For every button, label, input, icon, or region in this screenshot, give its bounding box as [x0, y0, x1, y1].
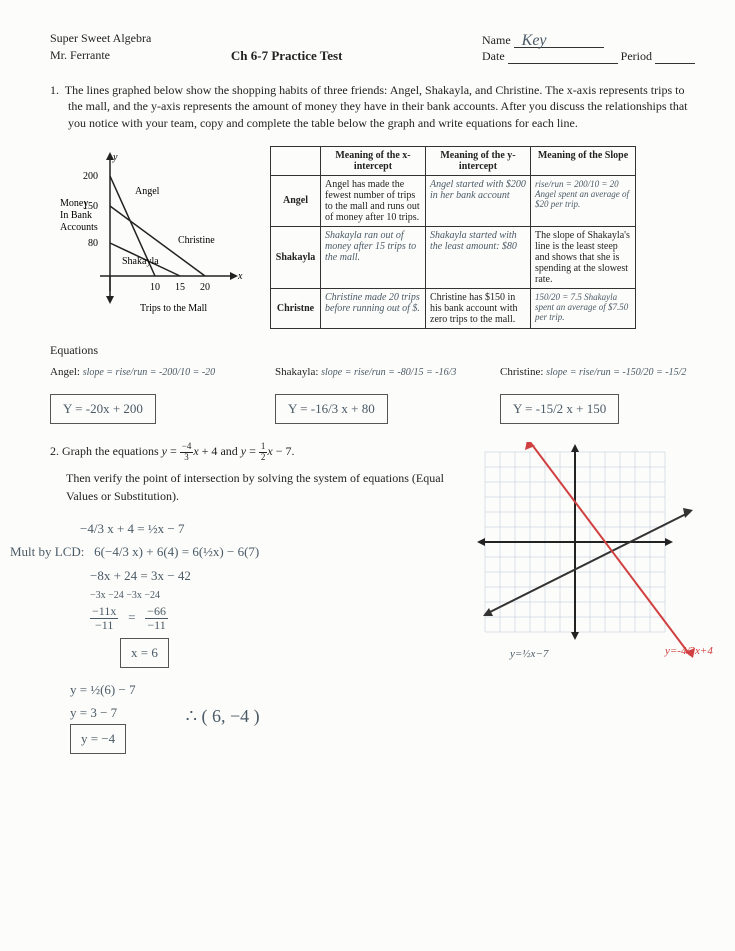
shakayla-xint: Shakayla ran out of money after 15 trips…: [321, 226, 426, 288]
angel-yint: Angel started with $200 in her bank acco…: [426, 175, 531, 226]
christine-yint: Christine has $150 in his bank account w…: [426, 288, 531, 328]
svg-text:Christine: Christine: [178, 235, 215, 246]
period-label: Period: [621, 49, 652, 63]
equations-boxed-row: Y = -20x + 200 Y = -16/3 x + 80 Y = -15/…: [50, 386, 695, 424]
row-name: Angel: [271, 175, 321, 226]
q1-content-row: 200 150 80 10 15 20 Angel Christine Shak…: [50, 146, 695, 329]
answer: ∴ ( 6, −4 ): [186, 700, 260, 732]
angel-equation: Y = -20x + 200: [50, 394, 156, 424]
q2-number: 2.: [50, 444, 59, 458]
work-line3b: −3x −24 −3x −24: [50, 587, 463, 605]
row-christine: Christne Christine made 20 trips before …: [271, 288, 636, 328]
svg-text:y=½x−7: y=½x−7: [509, 648, 549, 660]
q2-work: −4/3 x + 4 = ½x − 7 Mult by LCD: 6(−4/3 …: [50, 517, 463, 754]
date-blank: [508, 48, 618, 64]
worksheet-page: Super Sweet Algebra Mr. Ferrante Ch 6-7 …: [0, 0, 735, 951]
sub1: y = ½(6) − 7: [70, 678, 136, 701]
worksheet-title: Ch 6-7 Practice Test: [91, 48, 482, 64]
question-2: 2. Graph the equations y = −43x + 4 and …: [50, 442, 695, 754]
q1-graph: 200 150 80 10 15 20 Angel Christine Shak…: [50, 146, 250, 326]
header: Super Sweet Algebra Mr. Ferrante Ch 6-7 …: [50, 30, 695, 64]
equations-work-row: Angel: slope = rise/run = -200/10 = -20 …: [50, 366, 695, 378]
lcd-label: Mult by LCD:: [10, 544, 84, 559]
col-slope: Meaning of the Slope: [531, 146, 636, 175]
svg-text:y: y: [112, 152, 118, 163]
christine-slope: 150/20 = 7.5 Shakayla spent an average o…: [531, 288, 636, 328]
q1-text: The lines graphed below show the shoppin…: [65, 83, 688, 131]
svg-text:Money: Money: [60, 198, 88, 209]
name-label: Name: [482, 33, 511, 47]
table-header-row: Meaning of the x-intercept Meaning of th…: [271, 146, 636, 175]
svg-text:15: 15: [175, 282, 185, 293]
angel-xint: Angel has made the fewest number of trip…: [321, 175, 426, 226]
eq-shakayla: Shakayla: slope = rise/run = -80/15 = -1…: [275, 366, 470, 378]
svg-text:y=-4/3x+4: y=-4/3x+4: [664, 645, 713, 657]
q2-prompt-b: Then verify the point of intersection by…: [50, 469, 463, 505]
q1-number: 1.: [50, 83, 59, 97]
christine-equation: Y = -15/2 x + 150: [500, 394, 619, 424]
boxed-x: x = 6: [120, 638, 169, 667]
sub3: y = −4: [70, 724, 126, 753]
row-shakayla: Shakayla Shakayla ran out of money after…: [271, 226, 636, 288]
eq-christine: Christine: slope = rise/run = -150/20 = …: [500, 366, 695, 378]
svg-text:200: 200: [83, 171, 98, 182]
svg-text:In Bank: In Bank: [60, 210, 92, 221]
meaning-table: Meaning of the x-intercept Meaning of th…: [270, 146, 636, 329]
shakayla-equation: Y = -16/3 x + 80: [275, 394, 388, 424]
q2-prompt-a: Graph the equations: [62, 444, 162, 458]
equations-label: Equations: [50, 343, 695, 358]
name-blank: Key: [514, 32, 604, 48]
equations-section: Equations Angel: slope = rise/run = -200…: [50, 343, 695, 424]
col-yint: Meaning of the y-intercept: [426, 146, 531, 175]
svg-text:Shakayla: Shakayla: [122, 256, 159, 267]
work-line3a: −8x + 24 = 3x − 42: [50, 564, 463, 587]
svg-text:80: 80: [88, 238, 98, 249]
header-right: Name Key Date Period: [482, 32, 695, 64]
date-label: Date: [482, 49, 505, 63]
row-name: Christne: [271, 288, 321, 328]
period-blank: [655, 48, 695, 64]
shakayla-slope: The slope of Shakayla's line is the leas…: [531, 226, 636, 288]
work-line2: 6(−4/3 x) + 6(4) = 6(½x) − 6(7): [94, 544, 259, 559]
sub2: y = 3 − 7: [70, 701, 136, 724]
svg-text:Accounts: Accounts: [60, 222, 98, 233]
q2-graph: y=½x−7 y=-4/3x+4: [475, 442, 695, 672]
svg-text:20: 20: [200, 282, 210, 293]
christine-xint: Christine made 20 trips before running o…: [321, 288, 426, 328]
q2-left: 2. Graph the equations y = −43x + 4 and …: [50, 442, 463, 754]
row-angel: Angel Angel has made the fewest number o…: [271, 175, 636, 226]
row-name: Shakayla: [271, 226, 321, 288]
shakayla-yint: Shakayla started with the least amount: …: [426, 226, 531, 288]
course-name: Super Sweet Algebra: [50, 30, 151, 47]
col-xint: Meaning of the x-intercept: [321, 146, 426, 175]
svg-text:Trips to the Mall: Trips to the Mall: [140, 303, 207, 314]
name-value: Key: [514, 32, 547, 49]
svg-text:10: 10: [150, 282, 160, 293]
svg-text:x: x: [237, 271, 243, 282]
angel-slope: rise/run = 200/10 = 20 Angel spent an av…: [531, 175, 636, 226]
eq-angel: Angel: slope = rise/run = -200/10 = -20: [50, 366, 245, 378]
svg-text:Angel: Angel: [135, 186, 160, 197]
work-line1: −4/3 x + 4 = ½x − 7: [50, 517, 463, 540]
question-1: 1. The lines graphed below show the shop…: [50, 82, 695, 132]
